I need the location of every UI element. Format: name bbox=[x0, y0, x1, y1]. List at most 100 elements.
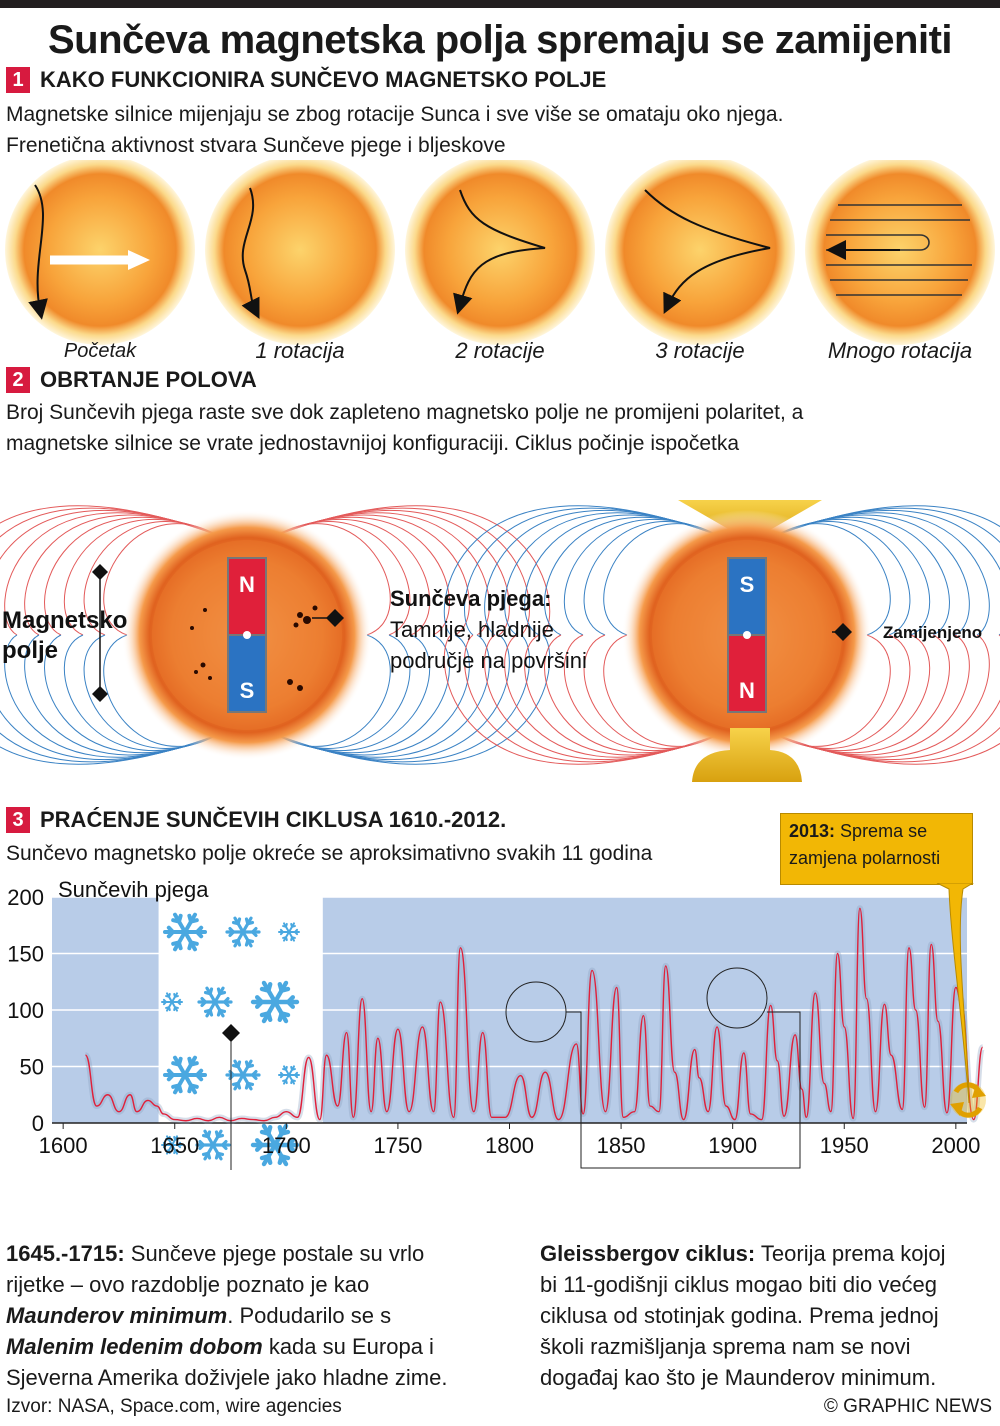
field-line bbox=[276, 505, 551, 636]
section-1-title: KAKO FUNKCIONIRA SUNČEVO MAGNETSKO POLJE bbox=[40, 67, 607, 92]
field-line bbox=[276, 634, 510, 760]
field-line bbox=[443, 634, 718, 765]
section-2-intro-line2: magnetske silnice se vrate jednostavnijo… bbox=[6, 432, 740, 455]
swapped-pointer-icon bbox=[834, 623, 852, 641]
snowflake-icon bbox=[163, 912, 207, 952]
callout-pointer bbox=[936, 883, 974, 1104]
y-tick-label: 200 bbox=[7, 885, 44, 910]
field-line bbox=[563, 634, 718, 751]
sunspot-desc-line2: područje na površini bbox=[390, 648, 587, 673]
x-tick-label: 1850 bbox=[597, 1133, 646, 1158]
field-line bbox=[544, 516, 718, 636]
field-line bbox=[583, 521, 718, 636]
field-line bbox=[776, 634, 1000, 760]
gleissberg-line5: događaj kao što je Maunderov minimum. bbox=[540, 1365, 937, 1390]
field-line bbox=[776, 634, 970, 756]
label-1-rotation: 1 rotacija bbox=[255, 338, 345, 363]
sunspot-chart: 0 50 100 150 200 1600 1650 1700 1750 1800 1850 190… bbox=[7, 877, 986, 1170]
pole-reversal-diagram: N S S N Magnetsko polje Sunčeva pjega: T… bbox=[0, 500, 1000, 782]
gleissberg-line3: ciklusa od stotinjak godina. Prema jedno… bbox=[540, 1303, 939, 1328]
right-magnet-bottom-label: N bbox=[739, 678, 755, 703]
field-line bbox=[776, 634, 911, 749]
field-bracket bbox=[92, 564, 108, 702]
section-1-intro: Magnetske silnice mijenjaju se zbog rota… bbox=[6, 99, 996, 161]
snowflake-icon bbox=[278, 922, 300, 942]
swapped-label: Zamijenjeno bbox=[883, 623, 982, 642]
polarity-callout-box: 2013: Sprema se zamjena polarnosti bbox=[780, 813, 973, 885]
field-line bbox=[484, 510, 718, 636]
maunder-line4: kada su Europa i bbox=[262, 1334, 434, 1359]
field-line bbox=[276, 507, 530, 636]
maunder-pointer-icon bbox=[222, 1024, 240, 1042]
maunder-line1: Sunčeve pjege postale su vrlo bbox=[124, 1241, 425, 1266]
field-line bbox=[504, 634, 718, 758]
field-line bbox=[544, 634, 718, 754]
field-line bbox=[583, 634, 718, 749]
snowflake-icon bbox=[161, 992, 183, 1012]
field-line bbox=[776, 510, 1000, 636]
field-lines-right bbox=[443, 505, 1000, 765]
field-line bbox=[276, 521, 411, 636]
y-tick-label: 150 bbox=[7, 942, 44, 967]
label-many-rotations: Mnogo rotacija bbox=[827, 338, 973, 363]
gleissberg-line1: Teorija prema kojoj bbox=[755, 1241, 946, 1266]
y-axis-label: Sunčevih pjega bbox=[58, 877, 209, 902]
field-line bbox=[524, 514, 718, 636]
label-start: Početak bbox=[63, 340, 137, 362]
section-1-number: 1 bbox=[6, 67, 30, 93]
callout-box-year: 2013: bbox=[789, 821, 836, 841]
maunder-line3: . Podudarilo se s bbox=[227, 1303, 392, 1328]
field-line bbox=[776, 505, 1000, 536]
left-magnet-top-label: N bbox=[239, 572, 255, 597]
field-line bbox=[776, 514, 970, 636]
field-line bbox=[44, 634, 218, 754]
sunspot-pointer-icon bbox=[326, 609, 344, 627]
field-line bbox=[776, 734, 1000, 765]
right-magnet-top-label: S bbox=[740, 572, 755, 597]
x-tick-label: 1800 bbox=[485, 1133, 534, 1158]
snowflake-icon bbox=[250, 1123, 300, 1167]
callout-box-line1: Sprema se bbox=[835, 821, 928, 841]
arrow-base-icon bbox=[692, 728, 802, 782]
field-line bbox=[776, 634, 990, 758]
sunspot-series-line bbox=[84, 907, 984, 1122]
label-3-rotations: 3 rotacije bbox=[655, 338, 745, 363]
field-line bbox=[776, 512, 990, 636]
field-line bbox=[776, 516, 950, 636]
field-line bbox=[276, 634, 551, 765]
field-line bbox=[776, 634, 931, 751]
magnet-north-half-swapped bbox=[727, 634, 767, 713]
field-line bbox=[776, 507, 1000, 544]
field-line bbox=[83, 634, 218, 749]
snowflake-icon bbox=[250, 980, 300, 1024]
x-tick-label: 1950 bbox=[820, 1133, 869, 1158]
chart-gridlines bbox=[52, 896, 967, 1068]
snowflakes bbox=[161, 912, 300, 1167]
field-line bbox=[276, 634, 450, 754]
field-line bbox=[276, 516, 450, 636]
y-tick-labels: 0 50 100 150 200 bbox=[7, 885, 44, 1136]
y-tick-label: 100 bbox=[7, 998, 44, 1023]
field-line bbox=[776, 634, 950, 754]
little-ice-age-term: Malenim ledenim dobom bbox=[6, 1334, 263, 1359]
sun-many-rotations bbox=[805, 160, 995, 345]
section-3-heading: 3 PRAĆENJE SUNČEVIH CIKLUSA 1610.-2012. bbox=[6, 807, 506, 833]
section-2-number: 2 bbox=[6, 367, 30, 393]
gleissberg-label: Gleissbergov ciklus: bbox=[540, 1241, 756, 1266]
field-line bbox=[563, 519, 718, 636]
gleissberg-callout: Gleissbergov ciklus: Teorija prema kojoj… bbox=[540, 1238, 1000, 1393]
field-line bbox=[276, 634, 470, 756]
field-line bbox=[504, 512, 718, 636]
snowflake-icon bbox=[197, 986, 233, 1018]
field-line bbox=[0, 505, 218, 536]
x-tick-label: 1650 bbox=[150, 1133, 199, 1158]
field-line bbox=[276, 634, 431, 751]
y-tick-label: 50 bbox=[20, 1055, 44, 1080]
left-magnet-bottom-label: S bbox=[240, 678, 255, 703]
rotation-diagram bbox=[5, 160, 995, 345]
callout-box-line2: zamjena polarnosti bbox=[789, 848, 941, 868]
section-2-heading: 2 OBRTANJE POLOVA bbox=[6, 367, 257, 393]
field-lines-left bbox=[0, 505, 551, 765]
field-line bbox=[63, 634, 218, 751]
y-tick-label: 0 bbox=[32, 1111, 44, 1136]
